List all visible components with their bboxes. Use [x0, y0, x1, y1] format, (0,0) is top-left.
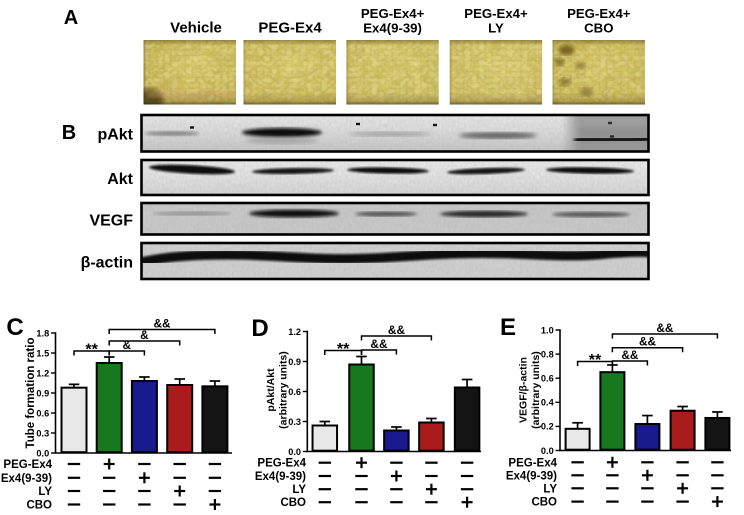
svg-text:0.4: 0.4 [541, 398, 555, 408]
svg-text:VEGF/β-actin: VEGF/β-actin [517, 357, 529, 423]
svg-text:0.6: 0.6 [288, 387, 301, 397]
svg-text:CBO: CBO [584, 21, 613, 36]
svg-text:0.6: 0.6 [541, 374, 554, 384]
svg-text:Tube formation ratio: Tube formation ratio [25, 338, 37, 449]
svg-text:&&: && [388, 323, 406, 337]
svg-text:0.2: 0.2 [541, 422, 554, 432]
svg-text:B: B [62, 122, 76, 144]
svg-text:PEG-Ex4: PEG-Ex4 [508, 457, 557, 469]
svg-text:pAkt: pAkt [97, 126, 133, 143]
svg-text:&&: && [370, 337, 388, 351]
svg-text:PEG-Ex4+: PEG-Ex4+ [361, 6, 425, 21]
svg-text:0.0: 0.0 [541, 446, 554, 456]
svg-text:CBO: CBO [26, 500, 52, 512]
svg-text:1.2: 1.2 [288, 327, 301, 337]
svg-text:1.2: 1.2 [36, 368, 49, 378]
svg-text:0.3: 0.3 [288, 417, 301, 427]
svg-text:PEG-Ex4: PEG-Ex4 [3, 459, 52, 471]
svg-text:0.0: 0.0 [288, 447, 301, 457]
svg-text:&: & [123, 338, 132, 352]
svg-text:A: A [64, 7, 78, 29]
svg-text:1.8: 1.8 [36, 328, 49, 338]
svg-text:LY: LY [292, 484, 306, 496]
svg-text:Akt: Akt [107, 171, 133, 188]
svg-text:0.3: 0.3 [36, 428, 49, 438]
svg-text:Ex4(9-39): Ex4(9-39) [1, 473, 52, 485]
svg-text:&&: && [621, 348, 639, 362]
svg-text:LY: LY [543, 483, 557, 495]
svg-text:pAkt/Akt: pAkt/Akt [265, 368, 277, 412]
svg-text:1.5: 1.5 [36, 348, 49, 358]
svg-text:Ex4(9-39): Ex4(9-39) [255, 471, 306, 483]
svg-text:β-actin: β-actin [81, 254, 133, 271]
svg-text:E: E [500, 314, 516, 341]
svg-text:0.6: 0.6 [36, 408, 49, 418]
svg-text:1.0: 1.0 [541, 325, 554, 335]
svg-text:Vehicle: Vehicle [170, 20, 222, 37]
svg-text:0.9: 0.9 [288, 357, 301, 367]
svg-text:Ex4(9-39): Ex4(9-39) [363, 21, 422, 36]
svg-text:**: ** [337, 341, 350, 358]
svg-text:CBO: CBO [280, 497, 306, 509]
svg-text:**: ** [589, 352, 602, 369]
svg-text:&&: && [656, 321, 674, 335]
svg-text:&&: && [154, 316, 172, 330]
svg-text:0.0: 0.0 [36, 448, 49, 458]
svg-text:LY: LY [38, 486, 52, 498]
svg-text:D: D [251, 315, 268, 342]
svg-text:Ex4(9-39): Ex4(9-39) [506, 470, 557, 482]
svg-text:(arbitrary units): (arbitrary units) [277, 351, 289, 429]
svg-text:(arbitrary units): (arbitrary units) [530, 351, 542, 429]
svg-text:PEG-Ex4+: PEG-Ex4+ [567, 6, 631, 21]
svg-text:VEGF: VEGF [89, 212, 133, 229]
svg-text:&&: && [639, 335, 657, 349]
svg-text:CBO: CBO [531, 497, 557, 509]
svg-text:&: & [140, 328, 149, 342]
svg-text:**: ** [85, 342, 98, 359]
svg-text:C: C [6, 314, 23, 341]
svg-text:0.9: 0.9 [36, 388, 49, 398]
svg-text:PEG-Ex4: PEG-Ex4 [258, 20, 322, 37]
svg-text:0.8: 0.8 [541, 349, 554, 359]
svg-text:PEG-Ex4: PEG-Ex4 [257, 458, 306, 470]
svg-text:LY: LY [488, 21, 504, 36]
svg-text:PEG-Ex4+: PEG-Ex4+ [464, 6, 528, 21]
